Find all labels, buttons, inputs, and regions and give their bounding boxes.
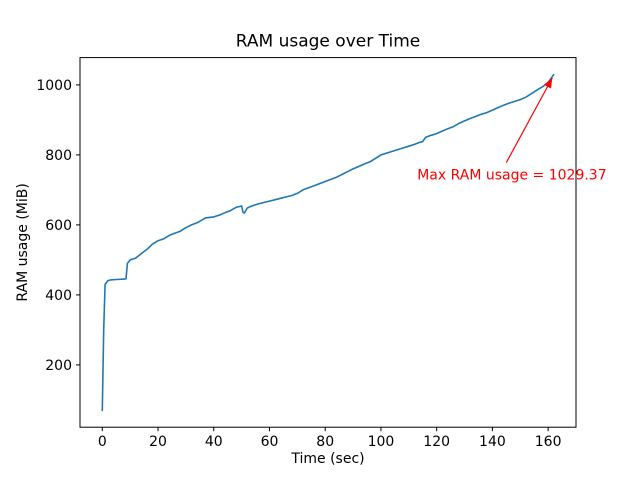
- x-tick-label: 60: [261, 434, 279, 450]
- x-tick-label: 100: [368, 434, 395, 450]
- x-tick-label: 20: [149, 434, 167, 450]
- axes-frame: [79, 57, 577, 428]
- chart-title: RAM usage over Time: [236, 32, 420, 52]
- x-tick-label: 80: [316, 434, 334, 450]
- x-tick-label: 40: [205, 434, 223, 450]
- x-tick-label: 120: [423, 434, 450, 450]
- x-axis-label: Time (sec): [290, 451, 364, 467]
- annotation-arrow: [505, 77, 553, 163]
- y-axis-label: RAM usage (MiB): [15, 183, 31, 301]
- x-tick-label: 160: [535, 434, 562, 450]
- y-tick-label: 800: [45, 148, 72, 164]
- y-axis-ticks: 200 400 600 800 1000: [36, 78, 80, 374]
- y-tick-label: 200: [45, 358, 72, 374]
- x-axis-ticks: 0 20 40 60 80 100 120 140 160: [98, 427, 562, 450]
- ram-usage-line: [101, 73, 555, 412]
- y-tick-label: 600: [45, 218, 72, 234]
- y-tick-label: 400: [45, 288, 72, 304]
- annotation-label: Max RAM usage = 1029.37: [417, 167, 606, 183]
- x-tick-label: 140: [479, 434, 506, 450]
- y-tick-label: 1000: [36, 78, 72, 94]
- x-tick-label: 0: [98, 434, 107, 450]
